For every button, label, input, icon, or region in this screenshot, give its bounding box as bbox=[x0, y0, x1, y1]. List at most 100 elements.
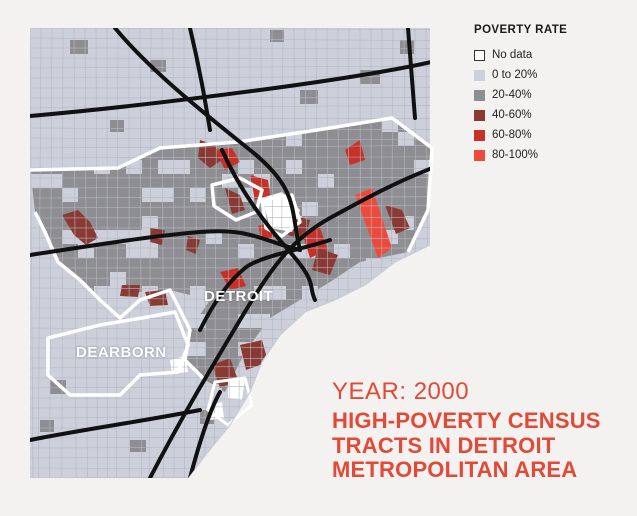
census-tract bbox=[382, 272, 398, 286]
census-tract bbox=[350, 230, 366, 244]
census-tract bbox=[414, 300, 430, 314]
street bbox=[227, 28, 230, 478]
census-tract bbox=[46, 216, 62, 230]
census-tract bbox=[430, 244, 446, 258]
census-tract bbox=[334, 230, 350, 244]
street bbox=[95, 28, 98, 478]
census-tract bbox=[94, 174, 110, 188]
legend-item: 0 to 20% bbox=[474, 65, 567, 85]
street bbox=[30, 65, 430, 69]
census-tract bbox=[206, 202, 222, 216]
census-tract bbox=[158, 216, 174, 230]
suburb-boundary bbox=[206, 376, 254, 427]
street bbox=[30, 127, 430, 130]
street bbox=[30, 145, 430, 149]
census-tract bbox=[222, 244, 238, 258]
census-tract bbox=[430, 328, 446, 342]
census-tract bbox=[334, 314, 350, 328]
census-tract bbox=[334, 342, 350, 356]
census-tract bbox=[94, 230, 110, 244]
census-tract bbox=[158, 272, 174, 286]
highway bbox=[113, 28, 302, 252]
census-tract bbox=[318, 202, 334, 216]
street bbox=[30, 37, 430, 41]
highway bbox=[30, 408, 202, 442]
census-tract bbox=[174, 258, 190, 272]
census-tract bbox=[318, 188, 334, 202]
highway bbox=[30, 229, 302, 257]
census-tract bbox=[40, 420, 54, 432]
census-tract bbox=[286, 272, 302, 286]
street bbox=[84, 28, 88, 478]
census-tract bbox=[130, 440, 146, 452]
high-poverty-tract bbox=[62, 210, 98, 245]
legend-swatch bbox=[474, 129, 485, 141]
dearborn-boundary bbox=[46, 310, 190, 397]
census-tract bbox=[414, 328, 430, 342]
census-tract bbox=[286, 342, 302, 356]
census-tract bbox=[430, 174, 446, 188]
census-tract bbox=[350, 342, 366, 356]
census-tract bbox=[350, 244, 366, 258]
census-tract bbox=[158, 174, 174, 188]
highway bbox=[406, 28, 417, 120]
census-tract bbox=[414, 314, 430, 328]
census-tract bbox=[350, 216, 366, 230]
census-tract bbox=[398, 356, 414, 370]
census-tract bbox=[142, 174, 158, 188]
census-tract bbox=[382, 356, 398, 370]
legend-items: No data 0 to 20% 20-40% 40-60% 60-80% 80-100% bbox=[474, 45, 567, 165]
census-tract bbox=[350, 132, 366, 146]
legend-swatch bbox=[474, 49, 485, 61]
census-tract bbox=[174, 272, 190, 286]
census-tract bbox=[126, 174, 142, 188]
census-tract bbox=[110, 258, 126, 272]
census-tract bbox=[190, 342, 206, 356]
census-tract bbox=[286, 286, 302, 300]
census-tract bbox=[174, 174, 190, 188]
census-tract bbox=[414, 188, 430, 202]
census-tract bbox=[158, 160, 174, 174]
street bbox=[61, 28, 64, 478]
census-tract bbox=[318, 342, 334, 356]
census-tract bbox=[398, 300, 414, 314]
headline-line: HIGH-POVERTY CENSUS bbox=[332, 408, 601, 433]
census-tract bbox=[46, 174, 62, 188]
census-tract bbox=[302, 342, 318, 356]
census-tract bbox=[286, 328, 302, 342]
high-poverty-tract bbox=[312, 248, 338, 275]
census-tract bbox=[398, 146, 414, 160]
census-tract bbox=[414, 342, 430, 356]
census-tract bbox=[302, 132, 318, 146]
census-tract bbox=[238, 160, 254, 174]
census-tract bbox=[430, 300, 446, 314]
census-tract bbox=[110, 244, 126, 258]
census-tract bbox=[430, 216, 446, 230]
legend-item: 80-100% bbox=[474, 145, 567, 165]
census-tract bbox=[110, 216, 126, 230]
census-tract bbox=[382, 286, 398, 300]
census-tract bbox=[94, 202, 110, 216]
census-tract bbox=[302, 370, 318, 384]
street bbox=[30, 237, 430, 240]
census-tract bbox=[302, 356, 318, 370]
census-tract bbox=[286, 384, 302, 392]
census-tract bbox=[46, 188, 62, 202]
census-tract bbox=[430, 258, 446, 272]
census-tract bbox=[30, 188, 46, 202]
legend: POVERTY RATE No data 0 to 20% 20-40% 40-60%… bbox=[474, 24, 567, 165]
census-tract bbox=[126, 188, 142, 202]
highway bbox=[188, 28, 212, 132]
census-tract bbox=[174, 188, 190, 202]
census-tract bbox=[270, 370, 286, 384]
census-tract bbox=[350, 174, 366, 188]
census-tract bbox=[30, 174, 46, 188]
legend-label: 80-100% bbox=[492, 149, 539, 161]
census-tract bbox=[286, 356, 302, 370]
census-tract bbox=[302, 202, 318, 216]
high-poverty-tract bbox=[225, 188, 245, 214]
street bbox=[30, 186, 430, 189]
highway bbox=[30, 58, 430, 118]
legend-label: No data bbox=[492, 49, 533, 61]
census-tract bbox=[254, 384, 270, 392]
